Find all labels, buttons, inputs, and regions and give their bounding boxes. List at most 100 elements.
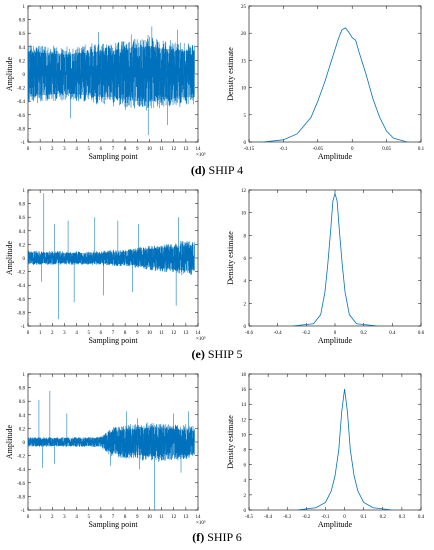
- signal-5-ytick-label: 0.6: [19, 216, 26, 221]
- signal-4-xtick-label: 12: [171, 147, 177, 152]
- signal-5-xtick-label: 11: [159, 331, 164, 336]
- signal-4-ytick-label: 0.6: [19, 32, 26, 37]
- density-4-ytick-label: 5: [244, 114, 247, 119]
- density-5-ylabel: Density estimate: [226, 231, 235, 285]
- density-6-xtick-label: -0.1: [321, 515, 329, 520]
- caption-text: SHIP 5: [204, 347, 243, 361]
- signal-6-ytick-label: -0.8: [17, 495, 25, 500]
- density-5-ytick-label: 2: [244, 302, 247, 307]
- density-4-ytick-label: 10: [241, 87, 247, 92]
- signal-6-xtick-label: 12: [171, 515, 177, 520]
- signal-4-ytick-label: 0.2: [19, 59, 26, 64]
- signal-5-ytick-label: -0.2: [17, 271, 25, 276]
- signal-5-xtick-label: 3: [63, 331, 66, 336]
- signal-5-ytick-label: -0.6: [17, 298, 25, 303]
- signal-6-ytick-label: -1: [21, 509, 26, 514]
- density-5-xtick-label: 0.4: [389, 331, 396, 336]
- signal-6-ytick-label: 0.8: [19, 387, 26, 392]
- caption-text: SHIP 4: [205, 163, 244, 177]
- signal-samples: [27, 391, 195, 510]
- signal-5-ytick-label: 0.8: [19, 203, 26, 208]
- signal-6-ytick-label: 0.2: [19, 427, 26, 432]
- signal-6-xtick-label: 1: [39, 515, 42, 520]
- signal-6-ytick-label: -0.2: [17, 455, 25, 460]
- density-6-xtick-label: 0.3: [399, 515, 406, 520]
- caption-letter: (f): [192, 530, 205, 544]
- signal-5-ytick-label: 0.4: [19, 230, 26, 235]
- signal-5-xtick-label: 4: [75, 331, 78, 336]
- signal-6-xtick-label: 13: [183, 515, 189, 520]
- signal-4-ytick-label: 0.8: [19, 19, 26, 24]
- density-curve-6: [296, 389, 393, 511]
- density-4-axes-frame: [248, 5, 422, 143]
- density-4-xtick-label: 0.05: [382, 147, 391, 152]
- signal-4-xtick-label: 2: [51, 147, 54, 152]
- density-5-axes-frame: [248, 189, 422, 327]
- density-5-ytick-label: 8: [244, 234, 247, 239]
- signal-samples: [27, 26, 195, 136]
- density-5-ytick-label: 10: [241, 212, 247, 217]
- signal-4-ytick-label: -0.2: [17, 87, 25, 92]
- signal-6-ytick-label: -0.6: [17, 482, 25, 487]
- signal-6-xtick-label: 4: [75, 515, 78, 520]
- density-4-xtick-label: -0.05: [313, 147, 324, 152]
- signal-6-xtick-label: 9: [136, 515, 139, 520]
- x-exponent-label: ×10⁵: [196, 520, 206, 526]
- density-4-xtick-label: 0.1: [418, 147, 425, 152]
- signal-5-xtick-label: 10: [147, 331, 153, 336]
- density-5-xtick-label: 0: [334, 331, 337, 336]
- signal-trace-5: [27, 193, 195, 320]
- signal-6-xtick-label: 0: [27, 515, 30, 520]
- signal-4-ytick-label: 1: [23, 5, 26, 10]
- density-6-axes-frame: [248, 373, 422, 511]
- signal-6-xtick-label: 8: [124, 515, 127, 520]
- density-5-xlabel: Amplitude: [318, 336, 353, 345]
- signal-4-ytick-label: 0.4: [19, 46, 26, 51]
- density-5-ytick-label: 12: [241, 189, 247, 194]
- density-6-ytick-label: 16: [241, 388, 247, 393]
- density-6-xtick-label: -0.3: [283, 515, 291, 520]
- density-4-xtick-label: -0.15: [244, 147, 255, 152]
- density-4-ytick-label: 25: [241, 5, 247, 10]
- density-4-ytick-label: 0: [244, 141, 247, 146]
- signal-4-xtick-label: 4: [75, 147, 78, 152]
- signal-5-ylabel: Amplitude: [5, 240, 14, 275]
- density-4-ytick-label: 15: [241, 59, 247, 64]
- signal-4-ytick-label: 0: [23, 73, 26, 78]
- signal-6-xtick-label: 6: [100, 515, 103, 520]
- signal-6-xtick-label: 2: [51, 515, 54, 520]
- density-6-xtick-label: -0.4: [264, 515, 272, 520]
- density-6-xlabel: Amplitude: [318, 520, 353, 529]
- signal-6-ylabel: Amplitude: [5, 424, 14, 459]
- density-6-ytick-label: 14: [241, 403, 247, 408]
- signal-4-ylabel: Amplitude: [5, 56, 14, 91]
- signal-5-xtick-label: 9: [136, 331, 139, 336]
- density-6-ytick-label: 18: [241, 373, 247, 378]
- signal-6-ytick-label: -0.4: [17, 468, 25, 473]
- density-5-ytick-label: 0: [244, 325, 247, 330]
- signal-5-ytick-label: -0.8: [17, 311, 25, 316]
- signal-6-xtick-label: 5: [87, 515, 90, 520]
- density-curve-4: [262, 27, 408, 143]
- signal-5-xtick-label: 5: [87, 331, 90, 336]
- density-6-ytick-label: 12: [241, 418, 247, 423]
- signal-6-ytick-label: 0: [23, 441, 26, 446]
- signal-4-xtick-label: 1: [39, 147, 42, 152]
- signal-4-xtick-label: 3: [63, 147, 66, 152]
- signal-6-xtick-label: 7: [112, 515, 115, 520]
- signal-4-xtick-label: 8: [124, 147, 127, 152]
- density-6-ytick-label: 0: [244, 509, 247, 514]
- signal-samples: [27, 193, 195, 320]
- signal-4-xtick-label: 10: [147, 147, 153, 152]
- density-6-xtick-label: 0: [343, 515, 346, 520]
- signal-trace-6: [27, 391, 195, 510]
- signal-4-ytick-label: -1: [21, 141, 26, 146]
- caption-ship-5: (e) SHIP 5: [0, 347, 434, 362]
- caption-letter: (e): [191, 347, 205, 361]
- signal-6-xtick-label: 14: [196, 515, 202, 520]
- density-5-xtick-label: 0.6: [418, 331, 425, 336]
- density-6-ytick-label: 2: [244, 494, 247, 499]
- signal-4-xlabel: Sampling point: [88, 152, 138, 161]
- signal-4-xtick-label: 5: [87, 147, 90, 152]
- signal-5-xtick-label: 12: [171, 331, 177, 336]
